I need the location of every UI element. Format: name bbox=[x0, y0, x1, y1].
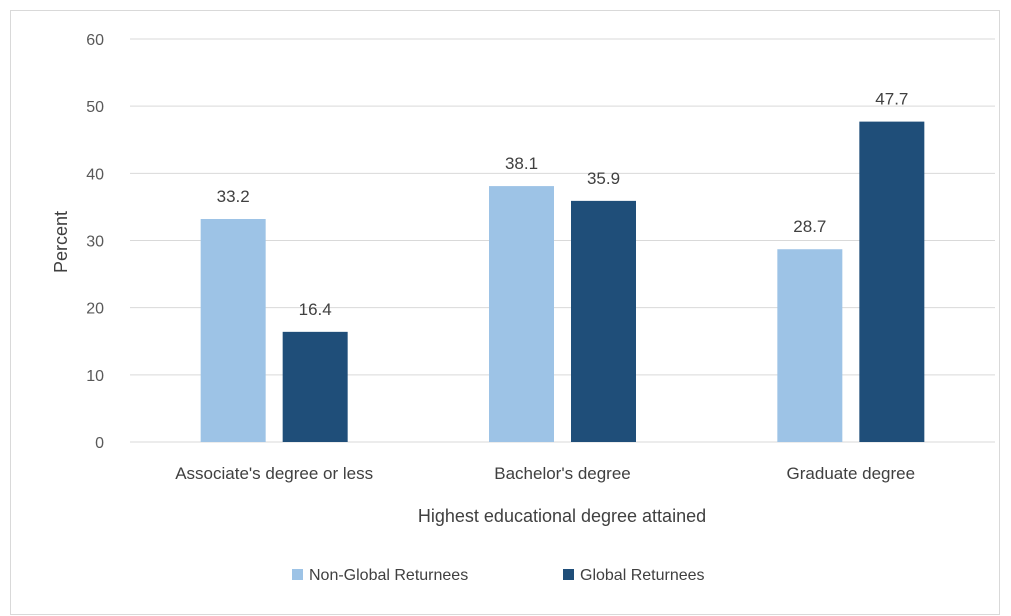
y-tick-label: 0 bbox=[95, 435, 104, 452]
data-label: 47.7 bbox=[875, 90, 908, 109]
legend: Non-Global Returnees Global Returnees bbox=[292, 567, 705, 584]
data-label: 16.4 bbox=[299, 300, 332, 319]
bar-global-2 bbox=[859, 121, 925, 443]
bar-global-0 bbox=[282, 331, 348, 442]
category-label: Graduate degree bbox=[787, 464, 916, 483]
data-label: 38.1 bbox=[505, 154, 538, 173]
category-label: Bachelor's degree bbox=[494, 464, 631, 483]
legend-label: Global Returnees bbox=[580, 567, 705, 584]
data-labels: 33.2 16.4 38.1 35.9 28.7 47.7 bbox=[217, 90, 909, 319]
category-label: Associate's degree or less bbox=[175, 464, 373, 483]
bar-global-1 bbox=[571, 200, 636, 442]
bar-non-global-1 bbox=[489, 186, 554, 442]
bar-non-global-0 bbox=[200, 219, 266, 442]
y-tick-label: 20 bbox=[86, 301, 104, 318]
bars bbox=[200, 121, 925, 443]
x-axis-title: Highest educational degree attained bbox=[418, 506, 706, 526]
y-tick-label: 40 bbox=[86, 166, 104, 183]
y-axis-ticks: 0 10 20 30 40 50 60 bbox=[86, 32, 104, 452]
legend-swatch-global bbox=[563, 569, 574, 580]
legend-swatch-non-global bbox=[292, 569, 303, 580]
y-tick-label: 50 bbox=[86, 99, 104, 116]
y-axis-title: Percent bbox=[51, 211, 71, 273]
y-tick-label: 10 bbox=[86, 368, 104, 385]
y-tick-label: 30 bbox=[86, 234, 104, 251]
x-axis-categories: Associate's degree or less Bachelor's deg… bbox=[175, 464, 915, 483]
legend-label: Non-Global Returnees bbox=[309, 567, 468, 584]
y-tick-label: 60 bbox=[86, 32, 104, 49]
bar-non-global-2 bbox=[777, 249, 843, 442]
data-label: 28.7 bbox=[793, 217, 826, 236]
data-label: 33.2 bbox=[217, 187, 250, 206]
data-label: 35.9 bbox=[587, 169, 620, 188]
gridlines bbox=[130, 38, 995, 443]
